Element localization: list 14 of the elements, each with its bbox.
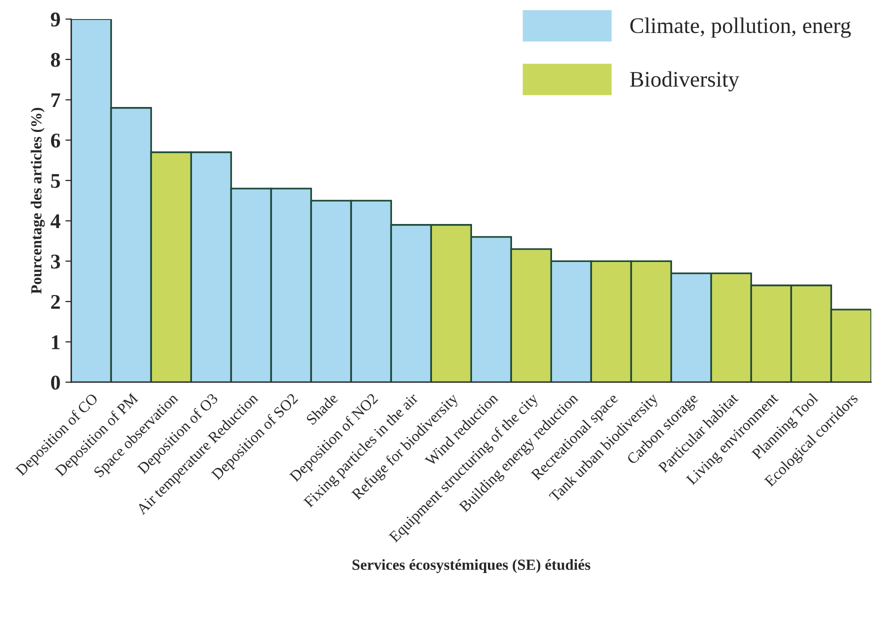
- legend-label: Climate, pollution, energ: [630, 18, 851, 38]
- y-tick-label: 7: [51, 93, 60, 108]
- y-tick-label: 2: [51, 294, 60, 309]
- legend-label: Biodiversity: [630, 71, 740, 92]
- y-axis-title: Pourcentage des articles (%): [30, 108, 45, 294]
- y-tick-label: 3: [51, 254, 60, 269]
- x-axis-title: Services écosystémiques (SE) étudiés: [352, 559, 590, 574]
- y-tick-label: 1: [52, 335, 60, 350]
- y-tick-label: 0: [51, 376, 60, 390]
- y-tick-label: 4: [50, 214, 60, 228]
- y-tick-label: 8: [50, 52, 60, 67]
- y-tick-label: 6: [51, 134, 60, 148]
- y-tick-label: 5: [51, 174, 60, 188]
- y-tick-label: 9: [50, 12, 60, 27]
